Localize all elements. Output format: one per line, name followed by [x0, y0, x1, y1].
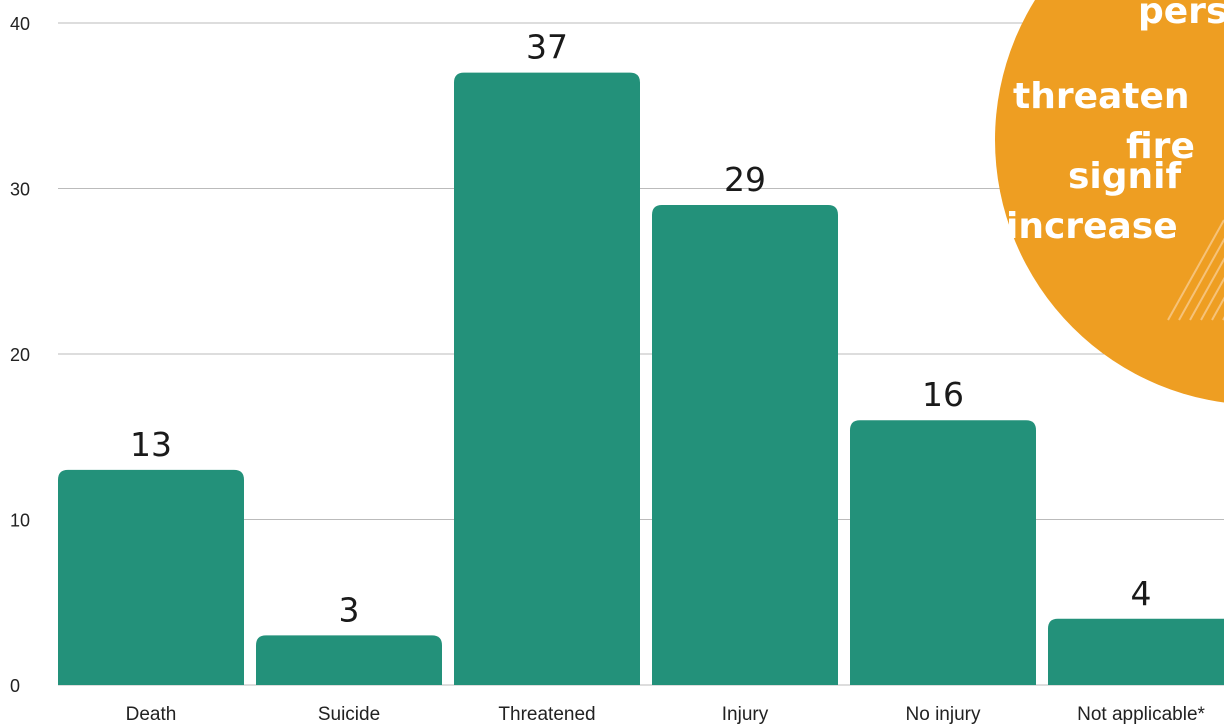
hatch-line [1211, 296, 1224, 321]
bar [1048, 618, 1224, 685]
data-label: 37 [526, 28, 568, 67]
data-label: 16 [922, 375, 964, 414]
bar [58, 469, 244, 685]
y-axis-ticks: 0 10 20 30 40 [10, 14, 30, 696]
callout-circle: pers threaten fire signif increase [995, 0, 1224, 403]
callout-line-2: threaten [1013, 76, 1190, 117]
callout-line-3: fire [1126, 126, 1195, 167]
data-label: 3 [339, 590, 360, 629]
callout-line-5: increase [1006, 206, 1178, 247]
hatch-decoration [1167, 219, 1224, 321]
y-tick-label: 10 [10, 511, 30, 531]
data-labels: 13 3 37 29 16 4 [130, 28, 1152, 630]
callout-line-1: pers [1138, 0, 1224, 32]
hatch-line [1167, 219, 1224, 321]
data-label: 13 [130, 425, 172, 464]
y-tick-label: 40 [10, 14, 30, 34]
bar [256, 635, 442, 685]
bar [652, 205, 838, 686]
bars [58, 72, 1224, 686]
hatch-line [1178, 237, 1224, 321]
x-tick-label: Threatened [498, 704, 595, 724]
hatch-line [1200, 276, 1224, 321]
hatch-line [1189, 257, 1224, 321]
x-tick-label: Suicide [318, 704, 380, 724]
x-tick-label: Injury [722, 704, 769, 724]
callout-background [995, 0, 1224, 403]
x-axis-labels: Death Suicide Threatened Injury No injury Not… [126, 704, 1206, 724]
x-tick-label: No injury [906, 704, 981, 724]
y-tick-label: 30 [10, 180, 30, 200]
y-tick-label: 0 [10, 676, 20, 696]
bar [454, 72, 640, 685]
x-tick-label: Not applicable* [1077, 704, 1205, 724]
y-tick-label: 20 [10, 345, 30, 365]
data-label: 29 [724, 160, 766, 199]
callout-line-4: signif [1068, 156, 1182, 197]
x-tick-label: Death [126, 704, 177, 724]
bar [850, 420, 1036, 685]
data-label: 4 [1131, 574, 1152, 613]
